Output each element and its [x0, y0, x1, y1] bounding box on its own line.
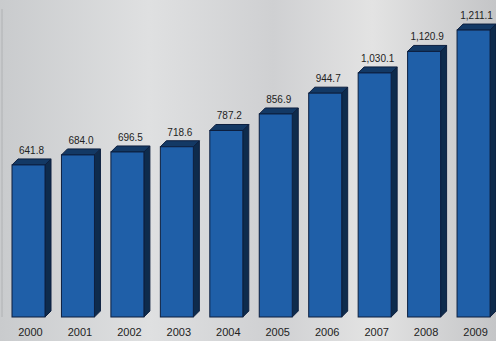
bar	[111, 146, 150, 317]
bar-front	[61, 155, 94, 317]
bar-top	[12, 159, 51, 165]
bars	[12, 24, 496, 317]
x-tick-label: 2009	[463, 326, 487, 338]
bar-side	[391, 67, 397, 317]
bar-side	[292, 108, 298, 317]
bar-front	[12, 165, 45, 317]
bar-front	[309, 93, 342, 317]
bar	[259, 108, 298, 317]
bar-front	[457, 30, 490, 317]
bar-top	[111, 146, 150, 152]
data-label: 787.2	[217, 110, 242, 121]
bar	[457, 24, 496, 317]
bar-side	[243, 124, 249, 317]
bar	[408, 45, 447, 317]
data-label: 696.5	[118, 132, 143, 143]
bar-side	[144, 146, 150, 317]
x-tick-label: 2001	[68, 326, 92, 338]
bar-front	[259, 114, 292, 317]
bar-top	[408, 45, 447, 51]
bar-side	[45, 159, 51, 317]
x-tick-label: 2005	[266, 326, 290, 338]
bar	[12, 159, 51, 317]
data-label: 684.0	[68, 135, 93, 146]
x-tick-label: 2004	[216, 326, 240, 338]
chart: 641.8 684.0 696.5 718.6 787.2 856.9 944.7 1,030…	[0, 0, 496, 341]
x-tick-label: 2000	[18, 326, 42, 338]
bar-side	[193, 141, 199, 317]
bar-top	[210, 124, 249, 130]
bar	[61, 149, 100, 317]
data-label: 856.9	[266, 94, 291, 105]
x-tick-label: 2008	[414, 326, 438, 338]
bar-side	[441, 45, 447, 317]
bar	[309, 87, 348, 317]
bar-side	[342, 87, 348, 317]
bar	[358, 67, 397, 317]
bar-top	[259, 108, 298, 114]
data-label: 718.6	[167, 127, 192, 138]
x-tick-label: 2007	[364, 326, 388, 338]
bar-side	[94, 149, 100, 317]
bar-front	[160, 147, 193, 317]
bar	[160, 141, 199, 317]
bar-top	[309, 87, 348, 93]
x-tick-label: 2002	[117, 326, 141, 338]
bar-side	[490, 24, 496, 317]
bar-front	[358, 73, 391, 317]
bar-top	[160, 141, 199, 147]
bar-top	[358, 67, 397, 73]
x-tick-label: 2006	[315, 326, 339, 338]
data-label: 1,120.9	[410, 31, 444, 42]
bar-front	[408, 51, 441, 317]
data-label: 1,211.1	[460, 10, 493, 21]
bar	[210, 124, 249, 317]
data-label: 944.7	[316, 73, 341, 84]
bar-top	[61, 149, 100, 155]
x-tick-label: 2003	[167, 326, 191, 338]
data-label: 641.8	[19, 145, 44, 156]
bar-front	[111, 152, 144, 317]
bar-top	[457, 24, 496, 30]
data-label: 1,030.1	[361, 53, 395, 64]
y-axis-line	[2, 9, 3, 317]
bar-front	[210, 130, 243, 317]
